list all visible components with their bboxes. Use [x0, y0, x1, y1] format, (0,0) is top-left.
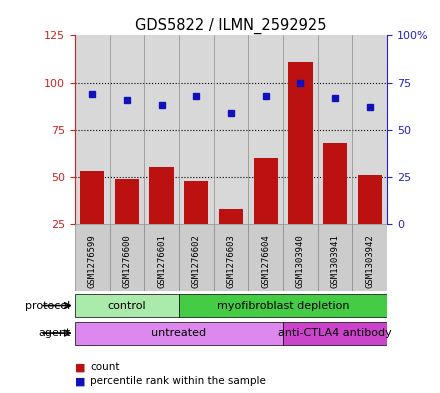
Bar	[150, 167, 174, 224]
Bar	[219, 209, 243, 224]
Text: GSM1276602: GSM1276602	[192, 234, 201, 288]
Bar	[80, 171, 104, 224]
Bar	[323, 143, 347, 224]
Text: GSM1276599: GSM1276599	[88, 234, 97, 288]
Text: ■: ■	[75, 376, 85, 386]
Text: myofibroblast depletion: myofibroblast depletion	[217, 301, 349, 310]
Text: GSM1276603: GSM1276603	[227, 234, 235, 288]
FancyBboxPatch shape	[75, 224, 110, 291]
FancyBboxPatch shape	[110, 224, 144, 291]
FancyBboxPatch shape	[352, 224, 387, 291]
FancyBboxPatch shape	[318, 224, 352, 291]
Text: untreated: untreated	[151, 328, 206, 338]
FancyBboxPatch shape	[144, 224, 179, 291]
Text: GSM1303942: GSM1303942	[365, 234, 374, 288]
FancyBboxPatch shape	[283, 224, 318, 291]
FancyBboxPatch shape	[75, 294, 179, 317]
Text: anti-CTLA4 antibody: anti-CTLA4 antibody	[278, 328, 392, 338]
Text: GSM1303941: GSM1303941	[330, 234, 340, 288]
Text: GSM1303940: GSM1303940	[296, 234, 305, 288]
FancyBboxPatch shape	[214, 224, 248, 291]
Text: count: count	[90, 362, 120, 373]
Text: agent: agent	[38, 328, 70, 338]
Bar	[358, 175, 382, 224]
Bar	[184, 181, 209, 224]
Bar	[288, 62, 312, 224]
Text: GSM1276601: GSM1276601	[157, 234, 166, 288]
Text: ■: ■	[75, 362, 85, 373]
Text: GSM1276600: GSM1276600	[122, 234, 132, 288]
FancyBboxPatch shape	[179, 224, 214, 291]
FancyBboxPatch shape	[283, 321, 387, 345]
Text: control: control	[107, 301, 146, 310]
Text: protocol: protocol	[25, 301, 70, 310]
Text: GSM1276604: GSM1276604	[261, 234, 270, 288]
Text: percentile rank within the sample: percentile rank within the sample	[90, 376, 266, 386]
FancyBboxPatch shape	[248, 224, 283, 291]
Bar	[253, 158, 278, 224]
FancyBboxPatch shape	[75, 321, 283, 345]
Title: GDS5822 / ILMN_2592925: GDS5822 / ILMN_2592925	[135, 18, 327, 34]
Bar	[115, 179, 139, 224]
FancyBboxPatch shape	[179, 294, 387, 317]
